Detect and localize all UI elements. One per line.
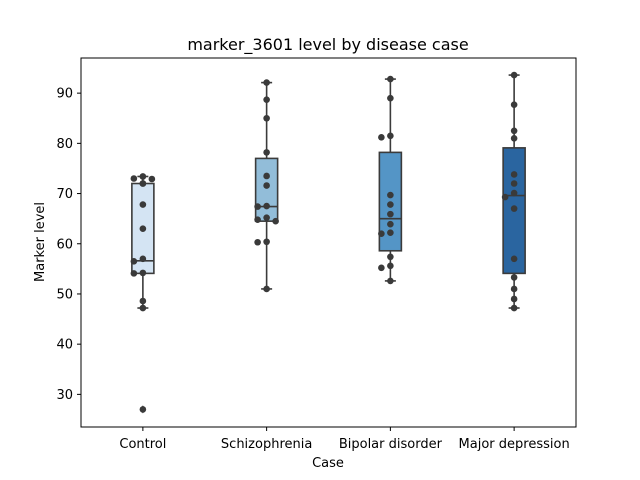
x-tick-label: Schizophrenia bbox=[221, 437, 312, 452]
y-tick-label: 70 bbox=[56, 187, 73, 202]
data-point bbox=[263, 182, 270, 189]
box-iqr bbox=[254, 157, 279, 222]
data-point bbox=[387, 262, 394, 270]
data-point bbox=[139, 180, 147, 187]
y-tick-label: 90 bbox=[56, 87, 73, 102]
data-point bbox=[387, 201, 394, 208]
box-group bbox=[254, 79, 279, 293]
data-point bbox=[387, 277, 394, 285]
data-point bbox=[387, 210, 394, 218]
data-point bbox=[510, 304, 518, 312]
x-tick-label: Major depression bbox=[459, 437, 570, 452]
data-point bbox=[387, 220, 394, 228]
data-point bbox=[510, 189, 518, 197]
data-point bbox=[387, 253, 394, 261]
data-point bbox=[510, 180, 518, 187]
data-point bbox=[263, 285, 270, 293]
data-point bbox=[130, 270, 138, 277]
data-point bbox=[139, 297, 147, 305]
data-point bbox=[263, 214, 270, 221]
data-point bbox=[510, 285, 518, 293]
data-point bbox=[263, 238, 270, 246]
axes-frame bbox=[80, 57, 577, 428]
data-point bbox=[130, 258, 138, 265]
data-point bbox=[263, 202, 270, 210]
chart-title: marker_3601 level by disease case bbox=[187, 35, 468, 55]
data-point bbox=[510, 295, 518, 303]
y-axis: 30 40 50 60 70 80 90 bbox=[56, 87, 81, 403]
data-point bbox=[501, 193, 509, 201]
data-point bbox=[510, 255, 518, 263]
data-point bbox=[510, 274, 518, 281]
data-point bbox=[263, 172, 270, 180]
x-axis: Control Schizophrenia Bipolar disorder Majo… bbox=[119, 427, 570, 452]
data-point bbox=[263, 114, 270, 122]
data-point bbox=[139, 269, 147, 277]
x-axis-title: Case bbox=[312, 456, 344, 471]
data-point bbox=[130, 175, 138, 182]
y-tick-label: 50 bbox=[56, 287, 73, 302]
data-point bbox=[139, 304, 147, 312]
data-point bbox=[254, 238, 261, 246]
data-point bbox=[387, 132, 394, 140]
y-tick-label: 40 bbox=[56, 338, 73, 353]
data-point bbox=[510, 205, 518, 212]
y-axis-title: Marker level bbox=[33, 202, 48, 282]
data-point bbox=[139, 173, 147, 180]
data-point bbox=[510, 171, 518, 178]
data-point bbox=[272, 217, 279, 225]
data-point bbox=[254, 216, 261, 223]
data-point bbox=[510, 101, 518, 108]
y-tick-label: 60 bbox=[56, 237, 73, 252]
data-point bbox=[139, 225, 147, 232]
data-point bbox=[263, 96, 270, 103]
data-point bbox=[263, 149, 270, 156]
data-point bbox=[148, 175, 156, 183]
box-group bbox=[501, 71, 526, 312]
data-point bbox=[510, 135, 518, 142]
box-group bbox=[130, 173, 156, 414]
data-point bbox=[139, 406, 147, 413]
x-tick-label: Control bbox=[119, 437, 166, 452]
data-point bbox=[263, 79, 270, 86]
data-point bbox=[378, 230, 385, 238]
data-point bbox=[139, 255, 147, 263]
data-point bbox=[387, 75, 394, 83]
data-point bbox=[387, 94, 394, 102]
data-point bbox=[378, 134, 385, 141]
data-point bbox=[510, 127, 518, 135]
plot-area bbox=[130, 71, 526, 414]
box-group bbox=[378, 75, 403, 285]
x-tick-label: Bipolar disorder bbox=[339, 437, 443, 452]
data-point bbox=[139, 201, 147, 208]
data-point bbox=[510, 71, 518, 79]
data-point bbox=[387, 229, 394, 237]
y-tick-label: 30 bbox=[56, 388, 73, 403]
y-tick-label: 80 bbox=[56, 137, 73, 152]
data-point bbox=[378, 264, 385, 272]
data-point bbox=[254, 203, 261, 210]
data-point bbox=[387, 191, 394, 199]
